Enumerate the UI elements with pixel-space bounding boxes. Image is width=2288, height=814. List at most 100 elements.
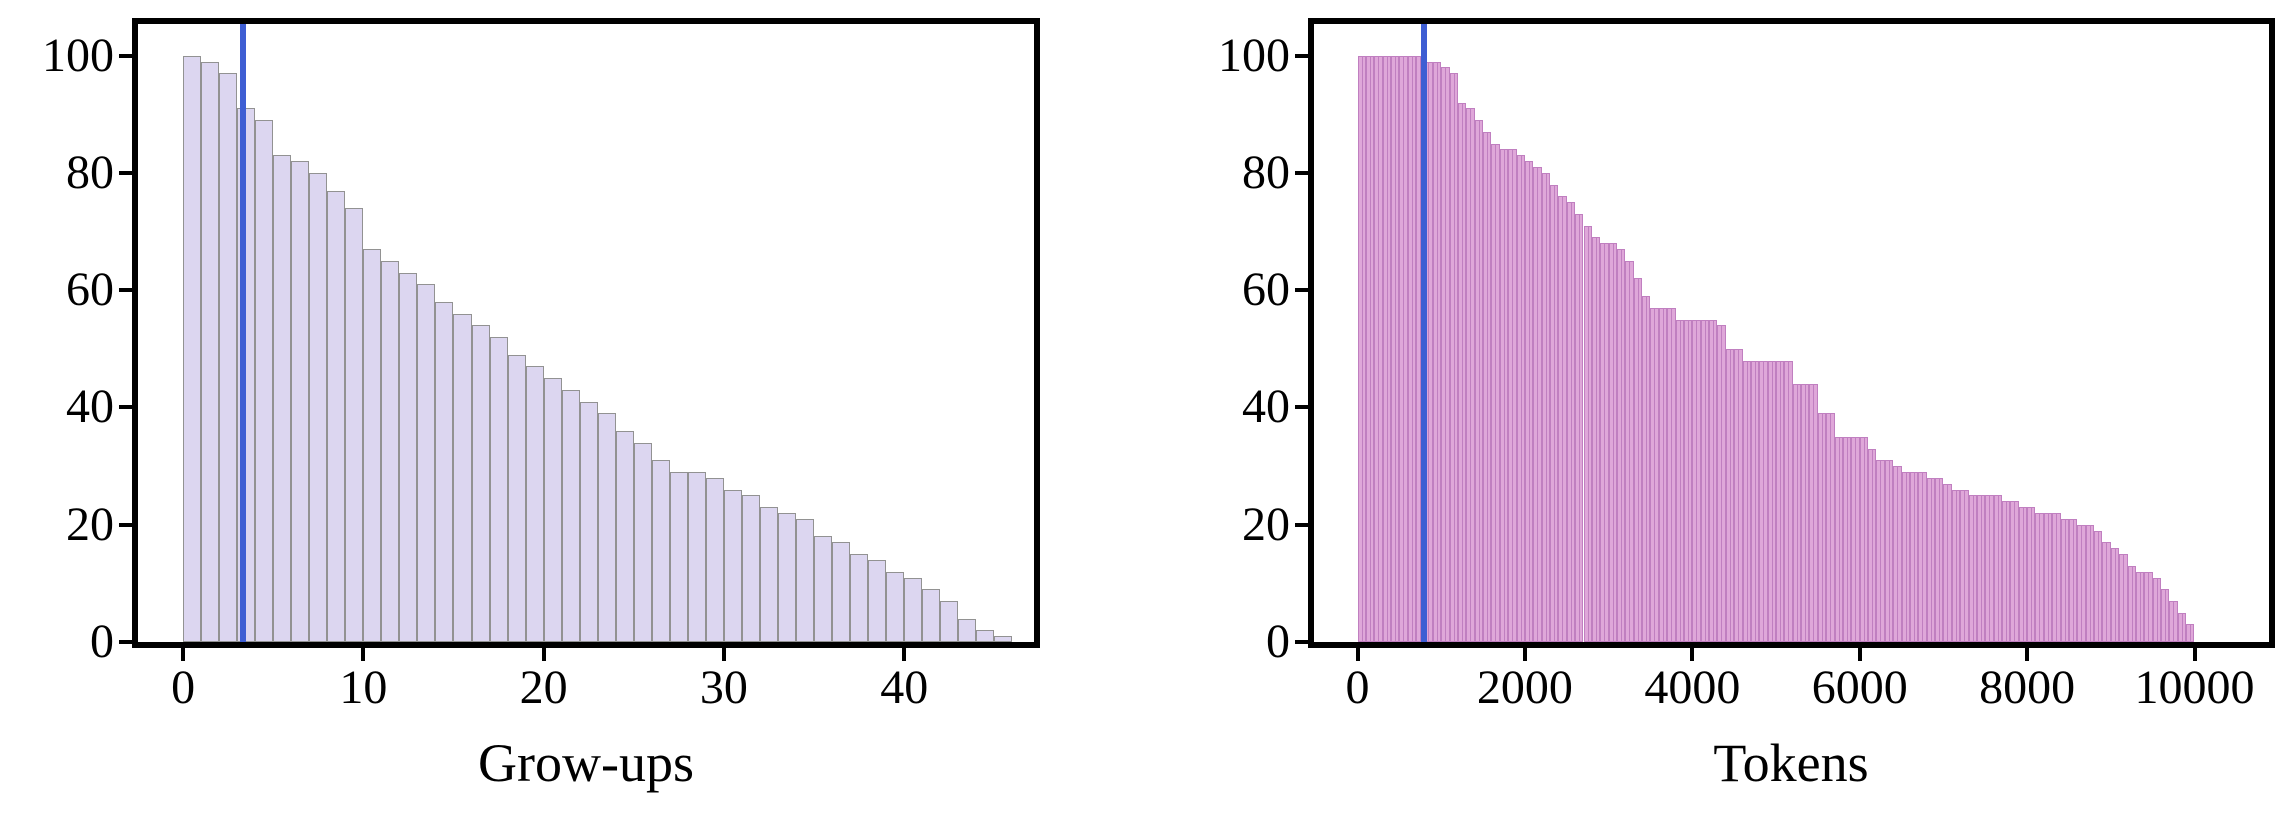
histogram-bar <box>1725 348 1735 642</box>
histogram-bar <box>507 354 526 642</box>
y-tick-label: 40 <box>66 380 114 434</box>
histogram-bar <box>1391 55 1400 642</box>
x-tick-label: 6000 <box>1811 661 1908 714</box>
histogram-bar <box>1842 436 1852 642</box>
y-tick-label: 20 <box>1242 497 1290 551</box>
histogram-bar <box>687 471 706 642</box>
histogram-bar <box>2052 513 2061 642</box>
y-tick-mark <box>119 405 132 410</box>
histogram-bar <box>1700 319 1710 642</box>
histogram-bar <box>1558 196 1567 642</box>
histogram-bar <box>1951 489 1961 642</box>
histogram-bar <box>2027 507 2036 642</box>
histogram-bar <box>1692 319 1701 642</box>
histogram-bar <box>1566 202 1576 642</box>
x-tick-label: 40 <box>880 661 929 714</box>
histogram-bar <box>1759 360 1768 642</box>
vline-marker <box>1420 24 1427 642</box>
y-tick-label: 100 <box>42 28 114 82</box>
histogram-bar <box>1943 483 1952 642</box>
histogram-bar <box>1792 384 1802 642</box>
y-tick-mark <box>119 288 132 293</box>
histogram-bar <box>2077 524 2086 642</box>
histogram-bar <box>1801 384 1810 642</box>
x-tick-label: 0 <box>1345 661 1370 714</box>
histogram-bar <box>2169 600 2178 642</box>
y-tick-mark <box>1295 288 1308 293</box>
x-tick-label: 10 <box>339 661 388 714</box>
histogram-bar <box>904 577 923 642</box>
histogram-bar <box>994 636 1013 642</box>
histogram-bar <box>2085 524 2095 642</box>
histogram-bar <box>1876 460 1885 642</box>
histogram-bar <box>2018 507 2028 642</box>
histogram-bar <box>2152 577 2162 642</box>
histogram-bar <box>471 325 490 642</box>
histogram-bar <box>1600 243 1609 642</box>
tokens-plot-area <box>1295 18 2275 661</box>
histogram-bar <box>976 630 995 642</box>
histogram-bar <box>2177 612 2187 642</box>
histogram-bar <box>1935 477 1944 642</box>
y-tick-mark <box>1295 522 1308 527</box>
x-tick-mark <box>721 648 726 661</box>
histogram-bar <box>1608 243 1617 642</box>
histogram-bar <box>1483 131 1492 642</box>
histogram-bar <box>1449 73 1458 642</box>
histogram-bar <box>1742 360 1751 642</box>
growups-x-axis-label: Grow-ups <box>478 733 694 793</box>
histogram-bar <box>2135 571 2145 642</box>
histogram-bar <box>832 542 851 642</box>
x-tick-mark <box>1690 648 1695 661</box>
histogram-bar <box>597 413 616 642</box>
histogram-bar <box>255 120 274 642</box>
y-tick-mark <box>119 170 132 175</box>
histogram-bar <box>1960 489 1969 642</box>
histogram-bar <box>453 313 472 642</box>
histogram-bar <box>759 507 778 642</box>
y-tick-label: 60 <box>66 263 114 317</box>
histogram-bar <box>1357 55 1366 642</box>
y-tick-mark <box>1295 53 1308 58</box>
histogram-bar <box>2127 565 2136 642</box>
histogram-bar <box>1499 149 1509 642</box>
histogram-bar <box>2144 571 2153 642</box>
y-tick-label: 80 <box>1242 145 1290 199</box>
histogram-bar <box>1767 360 1776 642</box>
histogram-bar <box>850 554 869 642</box>
histogram-bar <box>1650 307 1659 642</box>
histogram-bar <box>1365 55 1375 642</box>
histogram-bar <box>2110 548 2120 642</box>
histogram-bar <box>309 172 328 642</box>
histogram-bar <box>1901 471 1910 642</box>
histogram-bar <box>1809 384 1818 642</box>
x-tick-label: 4000 <box>1644 661 1741 714</box>
y-tick-mark <box>119 53 132 58</box>
histogram-bar <box>2002 501 2011 642</box>
histogram-bar <box>273 155 292 642</box>
histogram-bar <box>1884 460 1894 642</box>
histogram-bar <box>1625 260 1634 642</box>
histogram-bar <box>1709 319 1718 642</box>
histogram-bar <box>651 460 670 642</box>
histogram-bar <box>579 401 598 642</box>
histogram-bar <box>1851 436 1860 642</box>
x-tick-mark <box>361 648 366 661</box>
histogram-bar <box>399 272 418 642</box>
histogram-bar <box>345 208 364 642</box>
histogram-bar <box>1491 143 1500 642</box>
histogram-bar <box>489 337 508 642</box>
histogram-bar <box>1717 325 1726 642</box>
histogram-bar <box>1616 249 1626 642</box>
tokens-chart-panel: Tokens 0 2000 4000 6000 8000 10000 0 20 40 60 80 10… <box>1144 0 2288 814</box>
histogram-bar <box>1909 471 1919 642</box>
histogram-bar <box>1859 436 1869 642</box>
histogram-bar <box>201 61 220 642</box>
histogram-bar <box>1374 55 1383 642</box>
tokens-x-axis-label: Tokens <box>1713 733 1869 793</box>
histogram-bar <box>814 536 833 642</box>
histogram-bar <box>2010 501 2019 642</box>
growups-chart-panel: Grow-ups 0 10 20 30 40 0 20 40 60 80 100 <box>42 18 1040 793</box>
histogram-bar <box>1399 55 1408 642</box>
histogram-bar <box>1817 413 1827 642</box>
